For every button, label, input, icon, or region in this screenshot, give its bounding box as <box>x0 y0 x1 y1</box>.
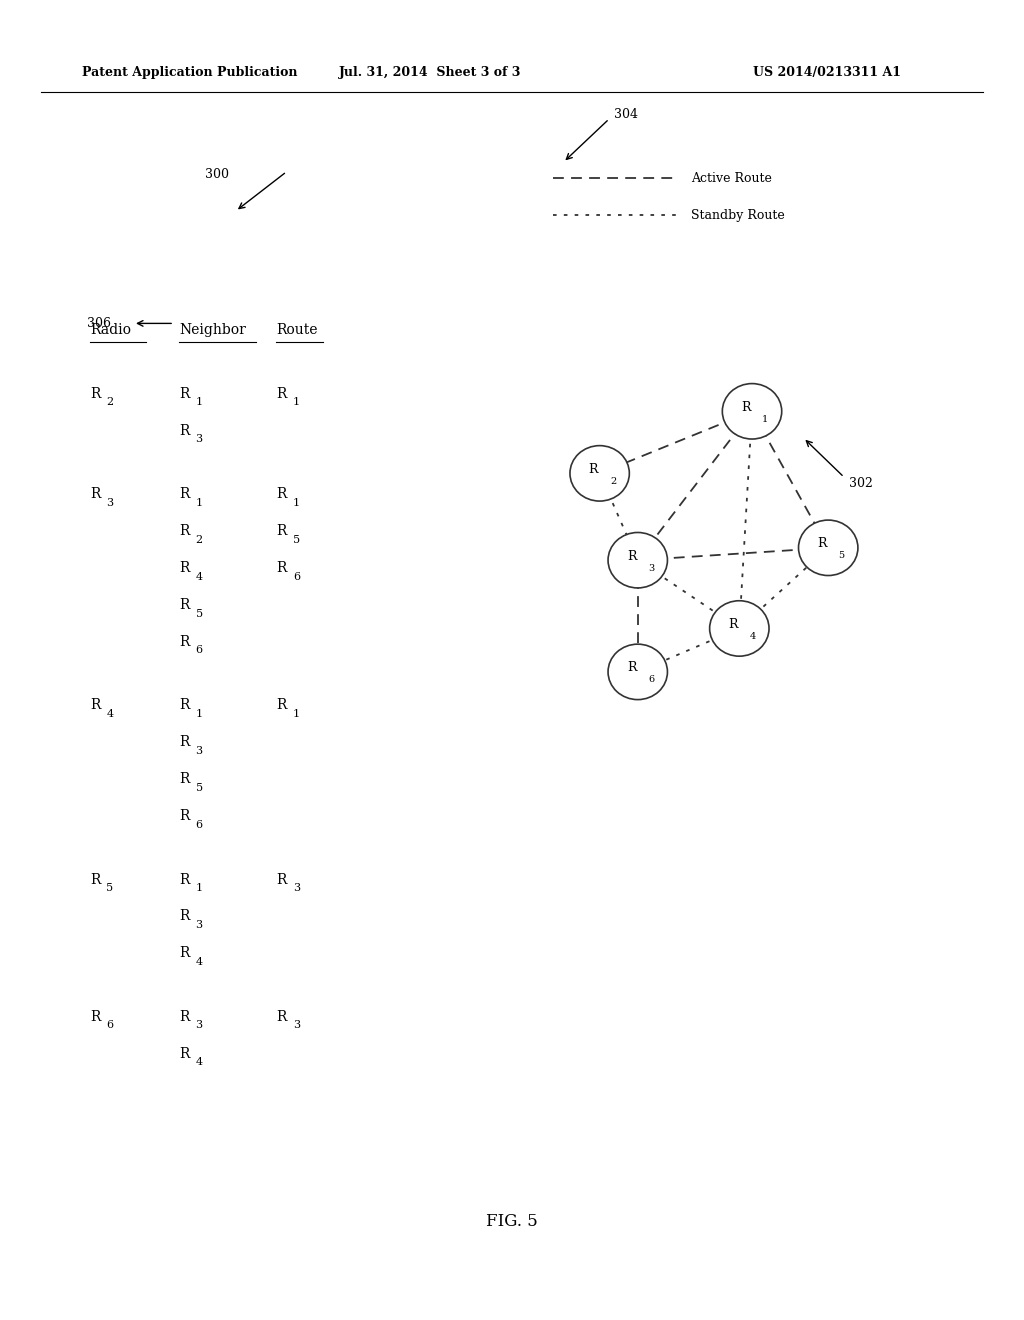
Text: R: R <box>179 809 189 824</box>
Text: 1: 1 <box>293 498 300 508</box>
Text: 2: 2 <box>196 535 203 545</box>
Text: R: R <box>179 1010 189 1024</box>
Text: 6: 6 <box>293 572 300 582</box>
Text: R: R <box>90 487 100 502</box>
Text: 3: 3 <box>648 564 654 573</box>
Text: R: R <box>179 424 189 438</box>
Text: 3: 3 <box>293 1020 300 1031</box>
Text: 3: 3 <box>196 746 203 756</box>
Text: 1: 1 <box>762 414 769 424</box>
Text: 4: 4 <box>196 572 203 582</box>
Text: R: R <box>179 873 189 887</box>
Text: Active Route: Active Route <box>691 172 772 185</box>
Text: 3: 3 <box>196 920 203 931</box>
Text: 304: 304 <box>614 108 638 121</box>
Text: R: R <box>179 524 189 539</box>
Text: R: R <box>90 1010 100 1024</box>
Text: 6: 6 <box>106 1020 114 1031</box>
Text: R: R <box>179 946 189 961</box>
Text: 5: 5 <box>106 883 114 894</box>
Text: 1: 1 <box>196 883 203 894</box>
Text: R: R <box>627 549 636 562</box>
Text: Patent Application Publication: Patent Application Publication <box>82 66 297 79</box>
Text: R: R <box>276 1010 287 1024</box>
Text: R: R <box>276 387 287 401</box>
Text: 3: 3 <box>106 498 114 508</box>
Text: R: R <box>179 772 189 787</box>
Text: 1: 1 <box>293 397 300 408</box>
Text: R: R <box>627 661 636 675</box>
Text: R: R <box>179 735 189 750</box>
Text: 5: 5 <box>196 609 203 619</box>
Text: 1: 1 <box>196 709 203 719</box>
Text: R: R <box>90 387 100 401</box>
Text: 4: 4 <box>196 957 203 968</box>
Text: 3: 3 <box>293 883 300 894</box>
Text: R: R <box>179 387 189 401</box>
Text: R: R <box>276 524 287 539</box>
Text: 1: 1 <box>196 498 203 508</box>
Text: 6: 6 <box>648 676 654 684</box>
Text: R: R <box>179 598 189 612</box>
Text: FIG. 5: FIG. 5 <box>486 1213 538 1229</box>
Text: R: R <box>179 698 189 713</box>
Text: 6: 6 <box>196 820 203 830</box>
Text: 6: 6 <box>196 645 203 656</box>
Text: R: R <box>276 487 287 502</box>
Ellipse shape <box>608 644 668 700</box>
Text: 5: 5 <box>196 783 203 793</box>
Ellipse shape <box>710 601 769 656</box>
Text: R: R <box>179 561 189 576</box>
Text: Neighbor: Neighbor <box>179 322 246 337</box>
Text: US 2014/0213311 A1: US 2014/0213311 A1 <box>753 66 901 79</box>
Text: R: R <box>90 698 100 713</box>
Text: R: R <box>728 618 738 631</box>
Text: 5: 5 <box>293 535 300 545</box>
Text: R: R <box>276 873 287 887</box>
Text: R: R <box>741 401 751 414</box>
Text: 3: 3 <box>196 434 203 445</box>
Text: R: R <box>179 487 189 502</box>
Text: 3: 3 <box>196 1020 203 1031</box>
Ellipse shape <box>722 384 781 440</box>
Text: 300: 300 <box>205 168 228 181</box>
Text: R: R <box>179 909 189 924</box>
Text: 2: 2 <box>610 477 616 486</box>
Text: R: R <box>276 698 287 713</box>
Text: Radio: Radio <box>90 322 131 337</box>
Text: 4: 4 <box>106 709 114 719</box>
Text: 4: 4 <box>750 632 756 642</box>
Text: 5: 5 <box>839 552 845 560</box>
Text: 302: 302 <box>849 478 873 491</box>
Text: Standby Route: Standby Route <box>691 209 785 222</box>
Text: Jul. 31, 2014  Sheet 3 of 3: Jul. 31, 2014 Sheet 3 of 3 <box>339 66 521 79</box>
Text: R: R <box>276 561 287 576</box>
Text: R: R <box>179 1047 189 1061</box>
Text: 1: 1 <box>196 397 203 408</box>
Text: 2: 2 <box>106 397 114 408</box>
Text: Route: Route <box>276 322 318 337</box>
Ellipse shape <box>799 520 858 576</box>
Text: 4: 4 <box>196 1057 203 1068</box>
Text: R: R <box>589 463 598 477</box>
Text: R: R <box>90 873 100 887</box>
Text: 306: 306 <box>87 317 111 330</box>
Ellipse shape <box>570 446 630 502</box>
Ellipse shape <box>608 532 668 587</box>
Text: R: R <box>179 635 189 649</box>
Text: 1: 1 <box>293 709 300 719</box>
Text: R: R <box>817 537 826 550</box>
